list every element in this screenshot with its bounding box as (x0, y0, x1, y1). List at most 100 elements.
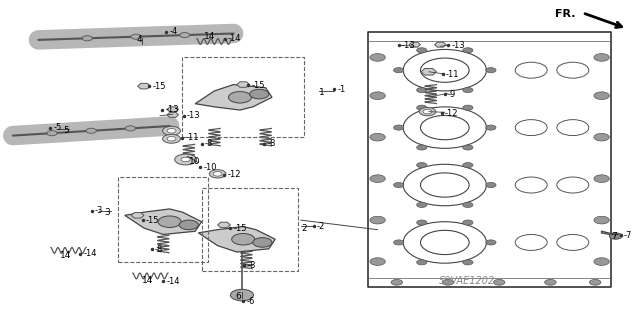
Circle shape (167, 137, 176, 141)
Circle shape (394, 182, 404, 188)
Circle shape (180, 33, 190, 38)
Circle shape (417, 202, 427, 207)
Text: 2: 2 (301, 224, 307, 233)
Text: 14: 14 (141, 276, 153, 285)
Text: 7: 7 (612, 232, 617, 241)
Polygon shape (409, 42, 420, 47)
Polygon shape (131, 212, 144, 218)
Text: -10: -10 (204, 163, 217, 172)
Text: -13: -13 (402, 41, 415, 50)
Text: -12: -12 (445, 109, 458, 118)
Circle shape (609, 233, 622, 239)
Circle shape (594, 258, 609, 265)
Polygon shape (125, 209, 202, 234)
Circle shape (125, 126, 136, 131)
Circle shape (463, 260, 473, 265)
Text: -14: -14 (166, 277, 180, 286)
Text: 1: 1 (319, 88, 324, 97)
Circle shape (158, 216, 181, 227)
Text: -15: -15 (152, 82, 166, 91)
Text: -14: -14 (83, 249, 97, 258)
Circle shape (486, 125, 496, 130)
Circle shape (163, 134, 180, 143)
Text: -13: -13 (451, 41, 465, 50)
Bar (202, 188, 298, 271)
Circle shape (417, 260, 427, 265)
Circle shape (82, 36, 92, 41)
Text: -15: -15 (234, 224, 247, 233)
Text: -11: -11 (446, 70, 460, 78)
Circle shape (545, 279, 556, 285)
Circle shape (47, 131, 57, 136)
Circle shape (391, 279, 403, 285)
Circle shape (163, 126, 180, 135)
Circle shape (486, 68, 496, 73)
Text: -3: -3 (95, 206, 103, 215)
Text: -8: -8 (268, 139, 276, 148)
Circle shape (589, 279, 601, 285)
Circle shape (594, 216, 609, 224)
Circle shape (370, 175, 385, 182)
Text: -9: -9 (448, 90, 456, 99)
Text: -14: -14 (228, 34, 241, 43)
Circle shape (463, 105, 473, 110)
Circle shape (594, 92, 609, 100)
Polygon shape (218, 222, 230, 228)
Text: 6: 6 (236, 292, 241, 301)
Text: -8: -8 (155, 245, 163, 254)
Polygon shape (167, 107, 179, 112)
Circle shape (213, 172, 222, 176)
Circle shape (394, 68, 404, 73)
Circle shape (417, 220, 427, 225)
Text: 14: 14 (60, 251, 71, 260)
Circle shape (232, 234, 255, 245)
Circle shape (463, 202, 473, 207)
Bar (182, 57, 304, 137)
Circle shape (417, 145, 427, 150)
Circle shape (86, 128, 97, 133)
Polygon shape (421, 69, 436, 75)
Circle shape (370, 258, 385, 265)
Text: -6: -6 (246, 297, 255, 306)
Text: 10: 10 (189, 157, 201, 166)
Polygon shape (198, 226, 275, 252)
Circle shape (228, 92, 252, 103)
Text: -13: -13 (165, 105, 179, 114)
Circle shape (181, 157, 190, 162)
Circle shape (463, 145, 473, 150)
Circle shape (423, 109, 432, 114)
Text: -11: -11 (186, 133, 199, 142)
Bar (118, 177, 208, 262)
Circle shape (463, 163, 473, 168)
Text: -13: -13 (187, 111, 200, 120)
Circle shape (417, 48, 427, 53)
Circle shape (463, 48, 473, 53)
Polygon shape (167, 112, 179, 117)
Polygon shape (237, 82, 250, 87)
Text: S9VAE1202: S9VAE1202 (439, 276, 495, 286)
Circle shape (370, 54, 385, 61)
Circle shape (594, 175, 609, 182)
Text: -5: -5 (53, 123, 61, 132)
Circle shape (230, 289, 253, 301)
Text: -4: -4 (170, 27, 178, 36)
Circle shape (179, 220, 198, 230)
Circle shape (250, 89, 269, 99)
Circle shape (594, 54, 609, 61)
Circle shape (493, 279, 505, 285)
Polygon shape (195, 85, 272, 110)
Circle shape (131, 34, 141, 39)
Circle shape (486, 240, 496, 245)
Circle shape (370, 216, 385, 224)
Circle shape (486, 182, 496, 188)
Circle shape (442, 279, 454, 285)
Circle shape (417, 105, 427, 110)
Text: -8: -8 (205, 139, 213, 148)
Circle shape (394, 125, 404, 130)
Text: 4: 4 (136, 35, 141, 44)
Text: -12: -12 (227, 170, 241, 179)
Circle shape (417, 87, 427, 93)
Circle shape (394, 240, 404, 245)
Polygon shape (138, 83, 150, 89)
Text: 3: 3 (105, 208, 110, 217)
